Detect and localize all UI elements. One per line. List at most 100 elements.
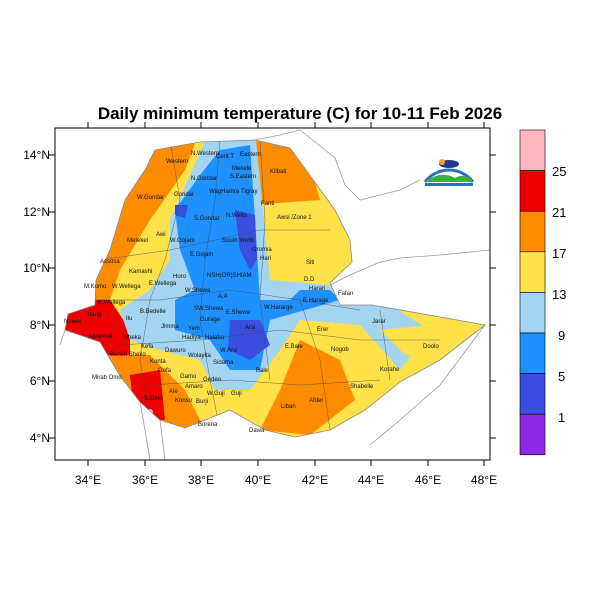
zone-label: Gedeo bbox=[203, 377, 222, 383]
zone-label: W.Gojam bbox=[170, 238, 195, 244]
colorbar-swatch bbox=[519, 170, 546, 212]
zone-label: Tigray bbox=[241, 189, 257, 195]
colorbar-swatch bbox=[519, 251, 546, 293]
ethiopian-meteorology-logo bbox=[423, 159, 475, 186]
zone-label: Eastern bbox=[240, 152, 261, 158]
zone-label: Dawa bbox=[249, 428, 265, 434]
zone-label: Fafan bbox=[338, 291, 353, 297]
colorbar bbox=[519, 129, 546, 456]
zone-label: Fanti bbox=[261, 201, 274, 207]
zone-label: Dawuro bbox=[165, 348, 186, 354]
zone-label: Harari bbox=[309, 286, 325, 292]
zone-label: E.Shewa bbox=[226, 310, 251, 316]
colorbar-swatch bbox=[519, 332, 546, 374]
zone-label: Nuwer bbox=[64, 319, 81, 325]
zone-label: S.Eastern bbox=[230, 174, 256, 180]
zone-label: Gurage bbox=[200, 317, 221, 323]
zone-label: B.Bedelle bbox=[140, 309, 166, 315]
zone-label: Gofa bbox=[158, 368, 172, 374]
colorbar-label: 17 bbox=[552, 246, 566, 261]
zone-label: Konta bbox=[150, 359, 166, 365]
x-tick-label: 34°E bbox=[75, 473, 101, 487]
colorbar-swatch bbox=[519, 129, 546, 171]
zone-label: Ilu bbox=[126, 316, 132, 322]
zone-label: Liban bbox=[281, 404, 296, 410]
zone-label: Doolo bbox=[423, 344, 439, 350]
zone-label: N.Gondar bbox=[191, 176, 217, 182]
colorbar-label: 1 bbox=[558, 410, 565, 425]
zone-boundaries bbox=[90, 140, 440, 431]
zone-label: Erer bbox=[317, 327, 328, 333]
temperature-field bbox=[65, 140, 485, 437]
colorbar-label: 9 bbox=[558, 328, 565, 343]
zone-label: Mirab Omo bbox=[92, 375, 122, 381]
colorbar-swatch bbox=[519, 210, 546, 253]
zone-label: N.Wello bbox=[226, 213, 248, 219]
zone-label: S.Gondar bbox=[194, 216, 220, 222]
zone-label: Agnewak bbox=[88, 334, 114, 340]
y-tick-label: 4°N bbox=[30, 431, 50, 445]
zone-label: Assosa bbox=[100, 259, 120, 265]
zone-label: Konso bbox=[175, 398, 193, 404]
zone-label: A.A bbox=[218, 294, 228, 300]
zone-label: Burji bbox=[196, 399, 208, 405]
zone-label: E.Gojam bbox=[190, 252, 213, 258]
zone-label: W.Arsi bbox=[220, 348, 237, 354]
zone-label: K.Wellega bbox=[98, 300, 126, 306]
zone-label: W.Shewa bbox=[185, 288, 211, 294]
zone-label: E.Bale bbox=[285, 344, 303, 350]
zone-label: South Wello bbox=[222, 238, 255, 244]
zone-label: Gondar bbox=[174, 192, 194, 198]
ethiopia-outline bbox=[64, 139, 486, 438]
zone-label: Mekele bbox=[232, 166, 252, 172]
colorbar-label: 21 bbox=[552, 205, 566, 220]
map-title: Daily minimum temperature (C) for 10-11 … bbox=[97, 104, 503, 123]
zone-label: Afder bbox=[309, 398, 323, 404]
zone-label: Hadiya bbox=[182, 335, 201, 341]
zone-label: Sidama bbox=[213, 360, 234, 366]
zone-label: Kefa bbox=[141, 344, 154, 350]
colorbar-labels: 25 21 17 13 9 5 1 bbox=[552, 164, 566, 425]
zone-label: W.Wellega bbox=[112, 284, 141, 290]
zone-label: SW.Shewa bbox=[194, 306, 224, 312]
y-tick-label: 10°N bbox=[23, 261, 50, 275]
zone-label: NSH(OR)SHIAM bbox=[207, 273, 252, 279]
x-axis-labels: 34°E 36°E 38°E 40°E 42°E 44°E 46°E 48°E bbox=[75, 473, 497, 487]
colorbar-label: 13 bbox=[552, 287, 566, 302]
colorbar-label: 25 bbox=[552, 164, 566, 179]
x-tick-label: 38°E bbox=[188, 473, 214, 487]
zone-labels: N.Western Western Cent.T Eastern Mekele … bbox=[64, 151, 439, 434]
zone-label: Siti bbox=[306, 260, 314, 266]
y-tick-label: 14°N bbox=[23, 148, 50, 162]
y-axis-labels: 14°N 12°N 10°N 8°N 6°N 4°N bbox=[23, 148, 50, 445]
zone-label: Horo bbox=[173, 274, 187, 280]
zone-label: Hari bbox=[260, 256, 271, 262]
zone-label: Itang bbox=[88, 312, 101, 318]
zone-label: E.Harage bbox=[303, 298, 329, 304]
y-tick-label: 8°N bbox=[30, 318, 50, 332]
zone-label: Cent.T bbox=[216, 154, 234, 160]
colorbar-swatch bbox=[519, 292, 546, 334]
zone-label: Awsi /Zone 1 bbox=[277, 215, 312, 221]
colorbar-swatch bbox=[519, 413, 546, 456]
zone-label: N.Western bbox=[191, 151, 219, 157]
zone-label: Jarar bbox=[372, 319, 386, 325]
zone-label: Awi bbox=[156, 232, 166, 238]
zone-label: Amaro bbox=[185, 384, 203, 390]
zone-label: Jimma bbox=[161, 324, 179, 330]
zone-label: E.Wellega bbox=[149, 281, 177, 287]
axis-ticks bbox=[49, 122, 496, 466]
zone-label: S.Omo bbox=[144, 396, 163, 402]
x-tick-label: 44°E bbox=[358, 473, 384, 487]
country-borders bbox=[59, 129, 491, 461]
x-tick-label: 40°E bbox=[245, 473, 271, 487]
zone-label: Arsi bbox=[245, 325, 255, 331]
zone-label: W.Hararge bbox=[264, 305, 293, 311]
zone-label: Shabelle bbox=[350, 384, 374, 390]
zone-label: W.Gondar bbox=[137, 195, 164, 201]
x-tick-label: 42°E bbox=[302, 473, 328, 487]
x-tick-label: 36°E bbox=[132, 473, 158, 487]
zone-label: Wolayita bbox=[188, 353, 212, 359]
y-tick-label: 12°N bbox=[23, 205, 50, 219]
